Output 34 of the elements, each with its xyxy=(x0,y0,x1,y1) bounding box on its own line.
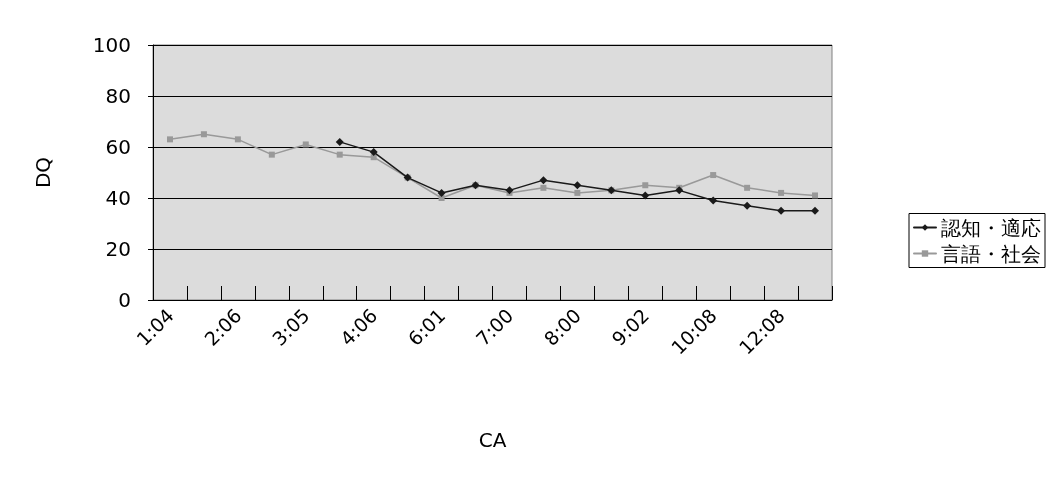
point xyxy=(369,148,378,157)
y-tick-label: 0 xyxy=(118,288,131,312)
point xyxy=(335,137,344,146)
point xyxy=(574,189,581,196)
y-tick-label: 100 xyxy=(92,33,131,57)
point xyxy=(743,201,752,210)
point xyxy=(539,176,548,185)
point xyxy=(744,184,751,191)
y-tick-label: 40 xyxy=(105,186,131,210)
y-tick-label: 20 xyxy=(105,237,131,261)
point xyxy=(642,182,649,189)
point xyxy=(166,136,173,143)
point xyxy=(573,181,582,190)
point xyxy=(709,196,718,205)
point xyxy=(812,192,819,199)
point xyxy=(778,189,785,196)
point xyxy=(268,151,275,158)
y-tick-label: 80 xyxy=(105,84,131,108)
point xyxy=(675,186,684,195)
legend-label: 言語・社会 xyxy=(941,241,1041,266)
y-axis-title: DQ xyxy=(31,156,55,189)
point xyxy=(777,206,786,215)
legend-label: 認知・適応 xyxy=(941,215,1041,240)
point xyxy=(234,136,241,143)
point xyxy=(811,206,820,215)
point xyxy=(437,188,446,197)
y-tick-label: 60 xyxy=(105,135,131,159)
x-axis-title: CA xyxy=(478,428,507,452)
point xyxy=(540,184,547,191)
point xyxy=(200,131,207,138)
point xyxy=(336,151,343,158)
point xyxy=(302,141,309,148)
point xyxy=(710,172,717,179)
point xyxy=(641,191,650,200)
